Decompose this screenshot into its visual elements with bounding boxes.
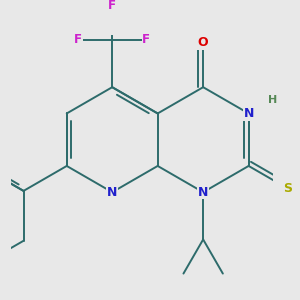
Text: F: F xyxy=(74,33,82,46)
Text: N: N xyxy=(107,186,117,199)
Text: F: F xyxy=(142,33,150,46)
Text: S: S xyxy=(283,182,292,195)
Text: F: F xyxy=(108,0,116,12)
Text: N: N xyxy=(243,107,254,120)
Text: N: N xyxy=(198,186,208,199)
Text: O: O xyxy=(198,36,208,49)
Text: H: H xyxy=(268,95,277,105)
